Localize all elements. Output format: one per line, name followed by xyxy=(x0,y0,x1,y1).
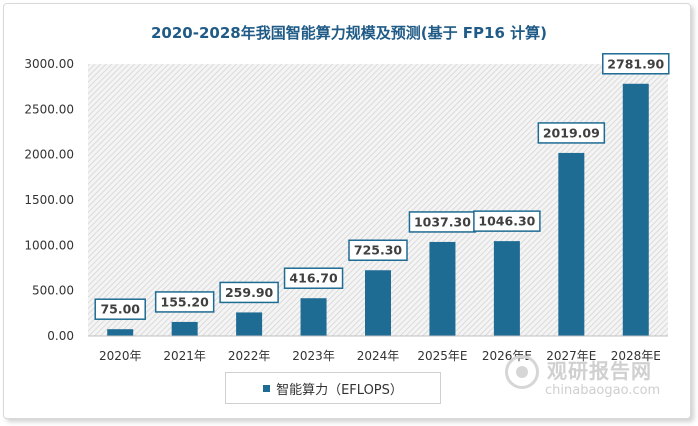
bar xyxy=(365,270,391,336)
bar xyxy=(107,329,134,336)
x-tick-label: 2027年E xyxy=(546,349,596,363)
legend-label: 智能算力（EFLOPS） xyxy=(276,382,403,398)
data-label: 725.30 xyxy=(354,243,403,258)
y-tick-label: 1500.00 xyxy=(24,193,74,207)
data-label-box xyxy=(537,122,606,144)
x-tick-label: 2021年 xyxy=(163,349,206,363)
bars xyxy=(107,83,649,336)
data-label: 416.70 xyxy=(289,271,338,286)
data-label-box xyxy=(219,281,279,304)
bar xyxy=(558,152,585,336)
y-tick-label: 0.00 xyxy=(47,329,74,343)
watermark-logo-icon xyxy=(505,355,539,389)
bar xyxy=(236,312,263,336)
x-tick-label: 2022年 xyxy=(228,349,271,363)
x-tick-label: 2028年E xyxy=(611,349,661,363)
data-label: 1046.30 xyxy=(478,214,535,229)
data-label: 155.20 xyxy=(161,294,210,309)
data-label-box xyxy=(602,53,670,75)
data-label: 75.00 xyxy=(100,302,140,317)
y-tick-label: 2500.00 xyxy=(24,102,74,116)
data-label: 1037.30 xyxy=(414,214,471,229)
watermark: 观研报告网 chinabaogao.com xyxy=(505,353,675,403)
data-label-box xyxy=(473,210,541,232)
y-tick-label: 500.00 xyxy=(32,284,74,298)
bar xyxy=(171,321,198,336)
legend-swatch xyxy=(263,384,271,392)
data-labels: 75.00 155.20 259.90 416.70 725.30 1037.30 1046… xyxy=(94,53,670,320)
watermark-text-cn: 观研报告网 xyxy=(547,359,652,383)
data-label-box xyxy=(94,298,146,320)
x-tick-label: 2023年 xyxy=(292,349,335,363)
x-tick-label: 2024年 xyxy=(357,349,400,363)
y-tick-label: 3000.00 xyxy=(24,57,74,71)
x-tick-label: 2020年 xyxy=(99,349,142,363)
watermark-text-en: chinabaogao.com xyxy=(545,383,661,398)
bar xyxy=(300,298,327,336)
data-label-box xyxy=(154,291,215,313)
y-tick-label: 2000.00 xyxy=(24,148,74,162)
data-label: 2781.90 xyxy=(607,56,664,71)
data-label: 2019.09 xyxy=(543,125,600,140)
chart-title: 2020-2028年我国智能算力规模及预测(基于 FP16 计算) xyxy=(151,24,547,42)
legend: 智能算力（EFLOPS） xyxy=(225,372,441,404)
bar xyxy=(493,241,520,336)
data-label: 259.90 xyxy=(225,285,274,300)
bar xyxy=(622,83,649,336)
x-axis: 2020年 2021年 2022年 2023年 2024年 2025年E 2026年E 202… xyxy=(99,349,661,363)
data-label-box xyxy=(283,267,344,289)
y-tick-label: 1000.00 xyxy=(24,238,74,252)
data-label-box xyxy=(348,239,408,261)
y-axis: 0.00 500.00 1000.00 1500.00 2000.00 2500.00 30… xyxy=(24,57,74,343)
x-tick-label: 2025年E xyxy=(417,349,467,363)
bar xyxy=(429,241,456,336)
